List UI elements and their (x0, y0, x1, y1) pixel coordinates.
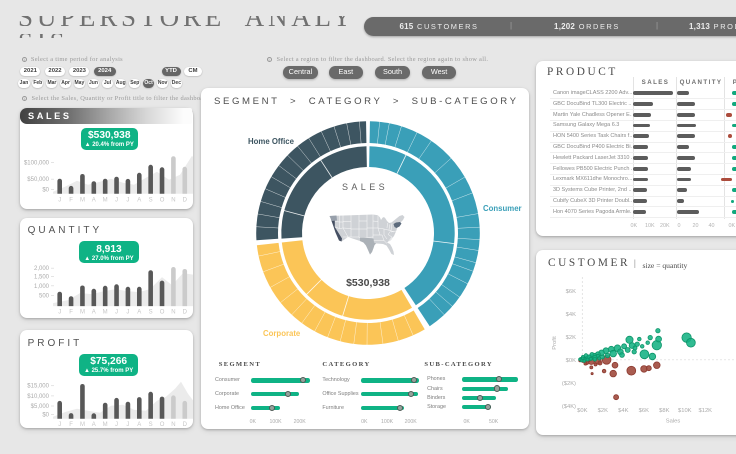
svg-text:$6K: $6K (566, 289, 576, 295)
svg-text:A: A (137, 310, 141, 315)
svg-text:$0: $0 (42, 187, 49, 193)
svg-text:J: J (58, 310, 61, 315)
svg-text:($4K): ($4K) (562, 404, 576, 410)
svg-text:$50,000: $50,000 (27, 177, 49, 183)
svg-text:N: N (171, 310, 175, 315)
svg-text:N: N (171, 422, 175, 426)
svg-text:J: J (126, 422, 129, 426)
svg-text:D: D (183, 197, 188, 203)
svg-text:$4K: $4K (618, 408, 628, 414)
svg-text:M: M (103, 197, 108, 203)
svg-text:1,000: 1,000 (34, 284, 50, 290)
svg-text:S: S (149, 197, 153, 203)
svg-text:F: F (69, 197, 73, 203)
svg-text:M: M (103, 422, 108, 426)
svg-text:A: A (137, 422, 141, 426)
svg-text:S: S (149, 310, 153, 315)
svg-text:1,500: 1,500 (34, 275, 50, 281)
svg-text:$0K: $0K (577, 408, 587, 414)
svg-text:$4K: $4K (566, 312, 576, 318)
svg-text:A: A (92, 310, 96, 315)
svg-text:O: O (160, 422, 165, 426)
svg-text:$15,000: $15,000 (27, 384, 49, 390)
svg-text:O: O (160, 310, 165, 315)
svg-text:$8K: $8K (659, 408, 669, 414)
svg-text:500: 500 (39, 294, 50, 300)
svg-text:J: J (126, 197, 129, 203)
svg-text:Sales: Sales (666, 419, 681, 425)
svg-text:$0: $0 (42, 413, 49, 419)
svg-text:$100,000: $100,000 (24, 160, 50, 166)
svg-text:$2K: $2K (566, 335, 576, 341)
svg-text:J: J (115, 197, 118, 203)
svg-text:M: M (80, 422, 85, 426)
svg-text:$12K: $12K (699, 408, 713, 414)
svg-text:$10,000: $10,000 (27, 394, 49, 400)
svg-text:F: F (69, 422, 73, 426)
svg-text:M: M (80, 197, 85, 203)
svg-text:D: D (183, 422, 188, 426)
svg-text:S: S (149, 422, 153, 426)
svg-text:$10K: $10K (678, 408, 692, 414)
svg-text:J: J (58, 422, 61, 426)
svg-text:M: M (103, 310, 108, 315)
svg-text:2,000: 2,000 (34, 267, 50, 273)
svg-text:A: A (92, 197, 96, 203)
svg-text:A: A (137, 197, 141, 203)
svg-text:($2K): ($2K) (562, 381, 576, 387)
svg-text:$2K: $2K (598, 408, 608, 414)
svg-text:A: A (92, 422, 96, 426)
svg-text:$0K: $0K (566, 358, 576, 364)
svg-text:D: D (183, 310, 188, 315)
svg-text:O: O (160, 197, 165, 203)
svg-text:J: J (115, 310, 118, 315)
svg-text:J: J (126, 310, 129, 315)
svg-text:$5,000: $5,000 (31, 404, 50, 410)
svg-text:Profit: Profit (552, 336, 558, 350)
svg-text:M: M (80, 310, 85, 315)
svg-text:$6K: $6K (639, 408, 649, 414)
svg-text:F: F (69, 310, 73, 315)
svg-text:N: N (171, 197, 175, 203)
svg-text:J: J (115, 422, 118, 426)
svg-text:J: J (58, 197, 61, 203)
